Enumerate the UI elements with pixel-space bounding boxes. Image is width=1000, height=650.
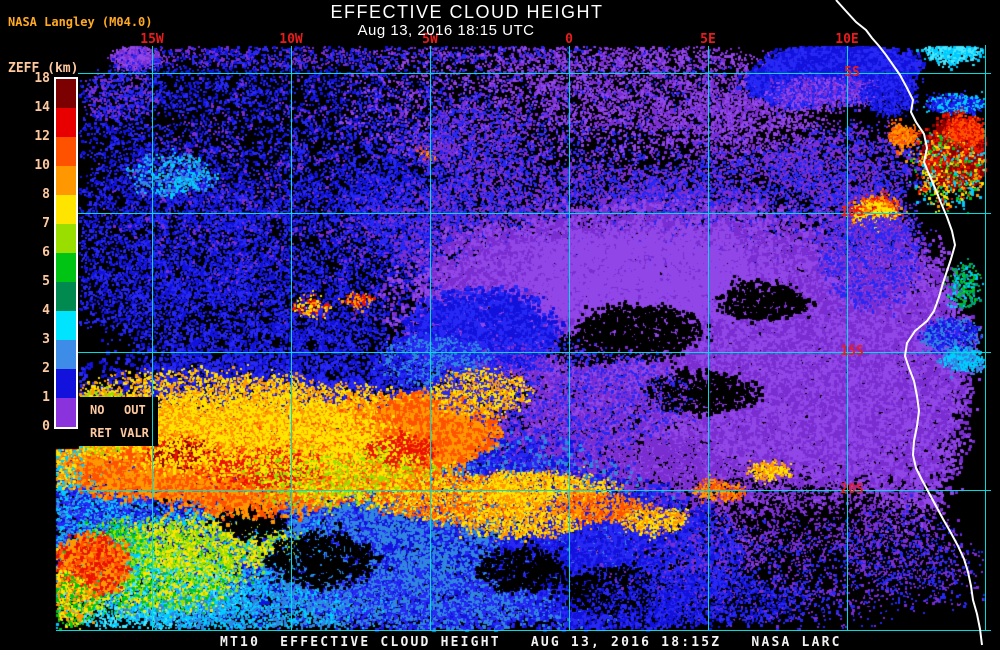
longitude-label: 5W: [422, 32, 438, 47]
source-label: NASA Langley (M04.0): [8, 15, 153, 29]
longitude-label: 10W: [279, 32, 303, 47]
longitude-label: 15W: [140, 32, 164, 47]
colorbar-tick: 12: [34, 129, 50, 144]
colorbar-tick: 4: [42, 303, 50, 318]
colorbar-segment: [56, 253, 76, 282]
retrieval-legend: NO OUT RET VALR: [76, 397, 158, 446]
colorbar-segment: [56, 195, 76, 224]
longitude-label: 10E: [835, 32, 859, 47]
page-subtitle: Aug 13, 2016 18:15 UTC: [357, 22, 535, 39]
latitude-label: 5S: [844, 65, 860, 80]
legend-out-label: OUT: [124, 403, 146, 417]
longitude-label: 5E: [700, 32, 716, 47]
legend-no-label: NO: [90, 403, 105, 417]
colorbar-tick: 6: [42, 245, 50, 260]
latitude-label: 20S: [840, 482, 864, 497]
colorbar-tick: 5: [42, 274, 50, 289]
legend-ret-label: RET: [90, 426, 112, 440]
colorbar-segment: [56, 311, 76, 340]
colorbar-segment: [56, 108, 76, 137]
latitude-label: 10S: [840, 205, 864, 220]
colorbar-tick: 10: [34, 158, 50, 173]
legend-valr-label: VALR: [120, 426, 149, 440]
colorbar-tick: 0: [42, 419, 50, 434]
colorbar-tick: 3: [42, 332, 50, 347]
colorbar-segment: [56, 224, 76, 253]
colorbar-tick: 7: [42, 216, 50, 231]
colorbar-tick: 1: [42, 390, 50, 405]
latitude-label: 15S: [840, 344, 864, 359]
colorbar-segment: [56, 137, 76, 166]
colorbar-title: ZEFF (km): [8, 61, 79, 76]
footer-caption: MT10 EFFECTIVE CLOUD HEIGHT AUG 13, 2016…: [220, 635, 842, 650]
colorbar-tick: 18: [34, 71, 50, 86]
colorbar-segment: [56, 166, 76, 195]
colorbar-tick: 14: [34, 100, 50, 115]
coastline: [835, 0, 983, 646]
colorbar-segment: [56, 369, 76, 398]
colorbar-segment: [56, 398, 76, 427]
longitude-label: 0: [565, 32, 573, 47]
colorbar: [54, 77, 78, 429]
page-title: EFFECTIVE CLOUD HEIGHT: [330, 2, 604, 22]
colorbar-segment: [56, 79, 76, 108]
colorbar-segment: [56, 282, 76, 311]
colorbar-segment: [56, 340, 76, 369]
colorbar-tick: 8: [42, 187, 50, 202]
colorbar-tick: 2: [42, 361, 50, 376]
